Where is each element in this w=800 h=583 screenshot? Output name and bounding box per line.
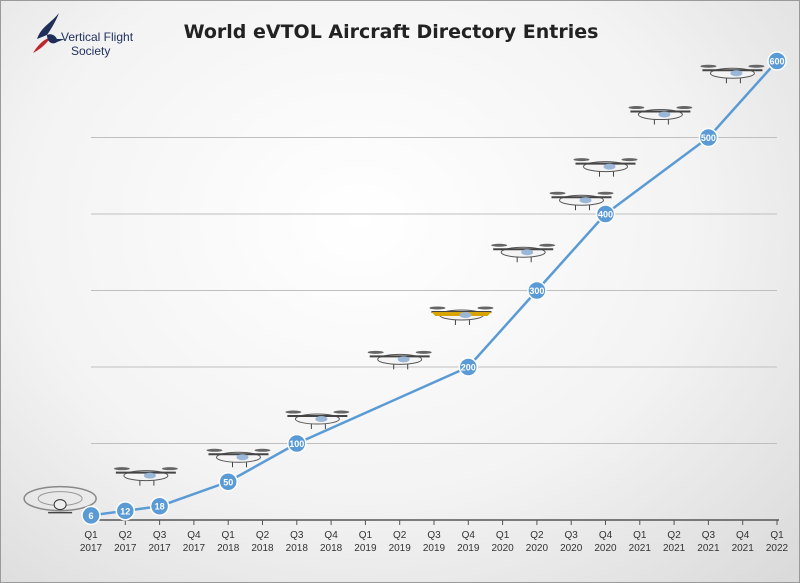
x-tick-label-quarter: Q4 [599, 530, 613, 541]
x-tick-label-year: 2019 [389, 543, 412, 554]
x-tick-label-quarter: Q2 [119, 530, 133, 541]
x-tick-label-year: 2020 [560, 543, 583, 554]
data-point [527, 280, 547, 301]
x-tick-label-year: 2021 [629, 543, 652, 554]
x-tick-label-quarter: Q2 [667, 530, 681, 541]
x-tick-label-quarter: Q1 [222, 530, 236, 541]
x-tick-label-quarter: Q3 [427, 530, 441, 541]
x-tick-label-quarter: Q4 [187, 530, 201, 541]
air-taxi-aircraft-icon [700, 64, 765, 84]
x-tick-label-year: 2021 [663, 543, 686, 554]
series-line [90, 60, 778, 517]
x-tick-label-year: 2018 [217, 543, 240, 554]
x-tick-label-year: 2020 [594, 543, 617, 554]
multicopter-drone-icon [23, 485, 97, 514]
data-label: 50 [223, 477, 233, 487]
x-tick-label-year: 2017 [183, 543, 206, 554]
data-label: 500 [701, 133, 716, 143]
data-label: 400 [598, 210, 613, 220]
data-point [287, 433, 307, 454]
vfs-logo: Vertical Flight Society [29, 9, 149, 61]
data-label: 6 [88, 511, 93, 521]
x-tick-label-year: 2017 [80, 543, 103, 554]
logo-text-line2: Society [71, 44, 111, 58]
hummingbird-icon [33, 13, 65, 53]
x-tick-label-quarter: Q3 [565, 530, 579, 541]
x-tick-label-quarter: Q1 [496, 530, 510, 541]
x-tick-label-quarter: Q1 [770, 530, 784, 541]
x-tick-label-year: 2019 [457, 543, 480, 554]
data-point [218, 472, 238, 492]
lift-cruise-aircraft-icon [367, 350, 432, 370]
x-tick-label-quarter: Q1 [84, 530, 98, 541]
x-tick-label-year: 2017 [114, 543, 137, 554]
x-tick-label-year: 2019 [423, 543, 446, 554]
x-tick-label-quarter: Q2 [530, 530, 544, 541]
data-label: 200 [461, 363, 476, 373]
vectored-thrust-aircraft-icon [628, 106, 693, 125]
data-point [115, 501, 136, 521]
data-point [698, 127, 719, 148]
tilt-prop-aircraft-icon [573, 158, 638, 177]
tilt-rotor-aircraft-icon [113, 467, 178, 486]
data-label: 12 [120, 506, 130, 516]
x-tick-label-quarter: Q4 [736, 530, 750, 541]
x-tick-label-quarter: Q2 [393, 530, 407, 541]
x-tick-label-quarter: Q1 [359, 530, 373, 541]
ducted-fan-aircraft-icon [549, 191, 614, 211]
passenger-drone-icon [206, 448, 271, 468]
data-label: 100 [289, 439, 304, 449]
data-label: 18 [155, 502, 165, 512]
data-point [81, 505, 101, 526]
x-tick-label-year: 2021 [732, 543, 755, 554]
logo-text-line1: Vertical Flight [61, 30, 134, 44]
data-label: 300 [529, 286, 544, 296]
x-tick-label-quarter: Q3 [290, 530, 304, 541]
data-point [458, 357, 479, 377]
tilt-wing-aircraft-icon [429, 306, 494, 325]
x-tick-label-year: 2021 [697, 543, 720, 554]
data-label: 600 [769, 57, 784, 67]
x-tick-label-quarter: Q1 [633, 530, 647, 541]
x-tick-label-year: 2017 [148, 543, 171, 554]
data-point [767, 51, 787, 71]
data-point [149, 496, 170, 516]
x-tick-label-quarter: Q3 [702, 530, 716, 541]
data-point [595, 204, 616, 224]
x-tick-label-year: 2019 [354, 543, 377, 554]
chart-title: World eVTOL Aircraft Directory Entries [183, 21, 599, 43]
multi-rotor-wing-icon [491, 243, 556, 263]
x-tick-label-year: 2018 [251, 543, 274, 554]
x-tick-label-year: 2022 [766, 543, 789, 554]
x-tick-label-year: 2018 [320, 543, 343, 554]
quadcopter-aircraft-icon [285, 410, 350, 430]
x-tick-label-quarter: Q4 [324, 530, 338, 541]
x-tick-label-quarter: Q4 [462, 530, 476, 541]
x-tick-label-quarter: Q3 [153, 530, 167, 541]
x-tick-label-quarter: Q2 [256, 530, 270, 541]
x-tick-label-year: 2020 [526, 543, 549, 554]
x-tick-label-year: 2020 [491, 543, 514, 554]
x-tick-label-year: 2018 [286, 543, 309, 554]
